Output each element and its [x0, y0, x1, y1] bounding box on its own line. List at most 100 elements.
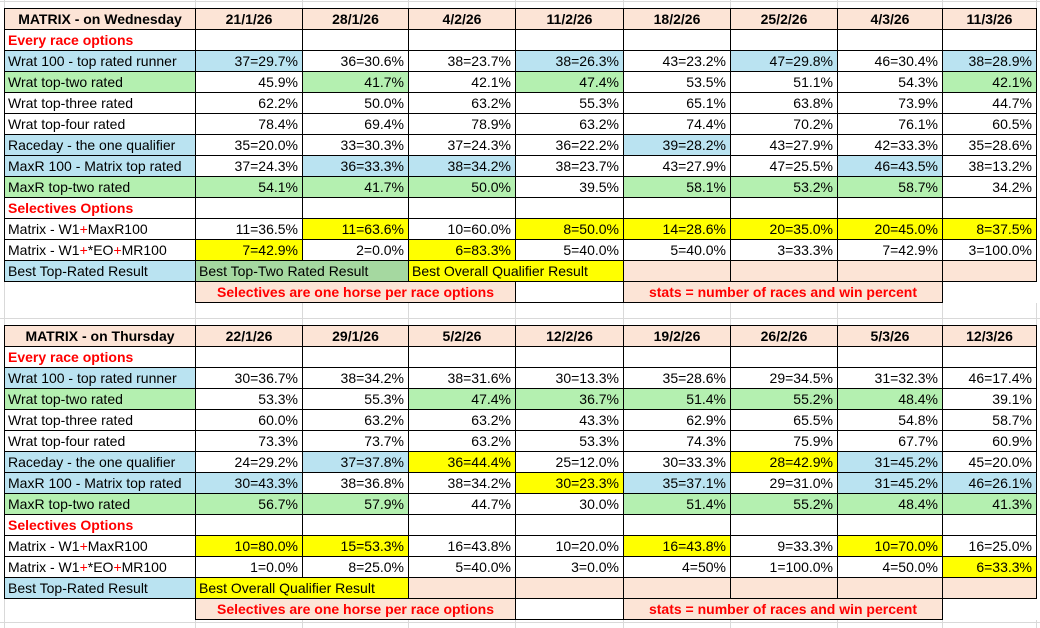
value-cell[interactable]	[942, 346, 1037, 368]
value-cell[interactable]: 39.5%	[515, 176, 624, 198]
value-cell[interactable]: 44.7%	[942, 92, 1037, 114]
value-cell[interactable]: 34.2%	[942, 176, 1037, 198]
date-header-cell[interactable]: 25/2/26	[730, 8, 838, 30]
row-label-cell[interactable]: Raceday - the one qualifier	[4, 451, 196, 473]
date-header-cell[interactable]: 21/1/26	[195, 8, 303, 30]
value-cell[interactable]: 10=20.0%	[515, 535, 624, 557]
row-label-cell[interactable]: Wrat top-two rated	[4, 71, 196, 93]
value-cell[interactable]: 36=30.6%	[302, 50, 409, 72]
value-cell[interactable]: 37=24.3%	[195, 155, 303, 177]
value-cell[interactable]	[195, 346, 303, 368]
best-result-span-cell[interactable]	[730, 260, 838, 282]
value-cell[interactable]: 53.3%	[515, 430, 624, 452]
date-header-cell[interactable]: 4/3/26	[837, 8, 943, 30]
value-cell[interactable]: 76.1%	[837, 113, 943, 135]
best-result-span-cell[interactable]	[837, 577, 943, 599]
value-cell[interactable]: 24=29.2%	[195, 451, 303, 473]
value-cell[interactable]: 39.1%	[942, 388, 1037, 410]
value-cell[interactable]	[623, 346, 731, 368]
value-cell[interactable]: 37=37.8%	[302, 451, 409, 473]
empty-cell[interactable]	[4, 598, 196, 620]
date-header-cell[interactable]: 28/1/26	[302, 8, 409, 30]
best-result-span-cell[interactable]: Best Overall Qualifier Result	[408, 260, 624, 282]
value-cell[interactable]: 36.7%	[515, 388, 624, 410]
best-result-span-cell[interactable]	[623, 577, 731, 599]
value-cell[interactable]	[623, 514, 731, 536]
value-cell[interactable]: 63.2%	[408, 409, 516, 431]
value-cell[interactable]: 51.4%	[623, 493, 731, 515]
value-cell[interactable]: 11=36.5%	[195, 218, 303, 240]
value-cell[interactable]: 11=63.6%	[302, 218, 409, 240]
date-header-cell[interactable]: 12/3/26	[942, 325, 1037, 347]
row-label-cell[interactable]: Selectives Options	[4, 514, 196, 536]
date-header-cell[interactable]: 26/2/26	[730, 325, 838, 347]
value-cell[interactable]: 55.2%	[730, 493, 838, 515]
value-cell[interactable]	[408, 197, 516, 219]
row-label-cell[interactable]: MaxR 100 - Matrix top rated	[4, 472, 196, 494]
value-cell[interactable]: 35=20.0%	[195, 134, 303, 156]
value-cell[interactable]	[730, 29, 838, 51]
row-label-cell[interactable]: Matrix - W1+*EO+MR100	[4, 239, 196, 261]
value-cell[interactable]: 45.9%	[195, 71, 303, 93]
value-cell[interactable]: 47=29.8%	[730, 50, 838, 72]
value-cell[interactable]: 47=25.5%	[730, 155, 838, 177]
value-cell[interactable]: 35=28.6%	[623, 367, 731, 389]
value-cell[interactable]: 6=83.3%	[408, 239, 516, 261]
value-cell[interactable]: 30=23.3%	[515, 472, 624, 494]
empty-cell[interactable]	[942, 598, 1037, 620]
value-cell[interactable]: 8=25.0%	[302, 556, 409, 578]
value-cell[interactable]: 45=20.0%	[942, 451, 1037, 473]
value-cell[interactable]: 60.9%	[942, 430, 1037, 452]
value-cell[interactable]: 38=36.8%	[302, 472, 409, 494]
value-cell[interactable]: 38=34.2%	[408, 472, 516, 494]
value-cell[interactable]: 58.7%	[837, 176, 943, 198]
value-cell[interactable]: 16=25.0%	[942, 535, 1037, 557]
value-cell[interactable]: 8=37.5%	[942, 218, 1037, 240]
value-cell[interactable]: 31=45.2%	[837, 451, 943, 473]
value-cell[interactable]: 31=45.2%	[837, 472, 943, 494]
value-cell[interactable]: 28=42.9%	[730, 451, 838, 473]
value-cell[interactable]	[942, 514, 1037, 536]
value-cell[interactable]: 63.2%	[515, 113, 624, 135]
value-cell[interactable]: 54.3%	[837, 71, 943, 93]
value-cell[interactable]: 36=22.2%	[515, 134, 624, 156]
value-cell[interactable]: 16=43.8%	[623, 535, 731, 557]
value-cell[interactable]: 74.3%	[623, 430, 731, 452]
value-cell[interactable]: 2=0.0%	[302, 239, 409, 261]
value-cell[interactable]: 50.0%	[408, 176, 516, 198]
value-cell[interactable]: 25=12.0%	[515, 451, 624, 473]
value-cell[interactable]	[837, 346, 943, 368]
value-cell[interactable]: 38=26.3%	[515, 50, 624, 72]
value-cell[interactable]: 78.4%	[195, 113, 303, 135]
value-cell[interactable]: 74.4%	[623, 113, 731, 135]
value-cell[interactable]	[408, 514, 516, 536]
value-cell[interactable]: 10=80.0%	[195, 535, 303, 557]
value-cell[interactable]: 35=28.6%	[942, 134, 1037, 156]
value-cell[interactable]	[408, 29, 516, 51]
value-cell[interactable]: 55.3%	[302, 388, 409, 410]
value-cell[interactable]: 5=40.0%	[408, 556, 516, 578]
row-label-cell[interactable]: Wrat top-two rated	[4, 388, 196, 410]
best-result-span-cell[interactable]	[623, 260, 731, 282]
value-cell[interactable]: 73.9%	[837, 92, 943, 114]
best-result-span-cell[interactable]: Best Overall Qualifier Result	[195, 577, 409, 599]
value-cell[interactable]: 20=35.0%	[730, 218, 838, 240]
value-cell[interactable]: 29=31.0%	[730, 472, 838, 494]
date-header-cell[interactable]: 22/1/26	[195, 325, 303, 347]
value-cell[interactable]: 46=30.4%	[837, 50, 943, 72]
value-cell[interactable]: 3=33.3%	[730, 239, 838, 261]
value-cell[interactable]: 51.1%	[730, 71, 838, 93]
note-banner[interactable]: Selectives are one horse per race option…	[195, 598, 516, 620]
value-cell[interactable]: 7=42.9%	[837, 239, 943, 261]
value-cell[interactable]: 62.2%	[195, 92, 303, 114]
value-cell[interactable]: 15=53.3%	[302, 535, 409, 557]
value-cell[interactable]: 42.1%	[408, 71, 516, 93]
value-cell[interactable]: 6=33.3%	[942, 556, 1037, 578]
value-cell[interactable]: 53.5%	[623, 71, 731, 93]
value-cell[interactable]: 37=24.3%	[408, 134, 516, 156]
value-cell[interactable]: 38=34.2%	[408, 155, 516, 177]
date-header-cell[interactable]: 12/2/26	[515, 325, 624, 347]
value-cell[interactable]: 50.0%	[302, 92, 409, 114]
value-cell[interactable]: 57.9%	[302, 493, 409, 515]
value-cell[interactable]	[302, 514, 409, 536]
